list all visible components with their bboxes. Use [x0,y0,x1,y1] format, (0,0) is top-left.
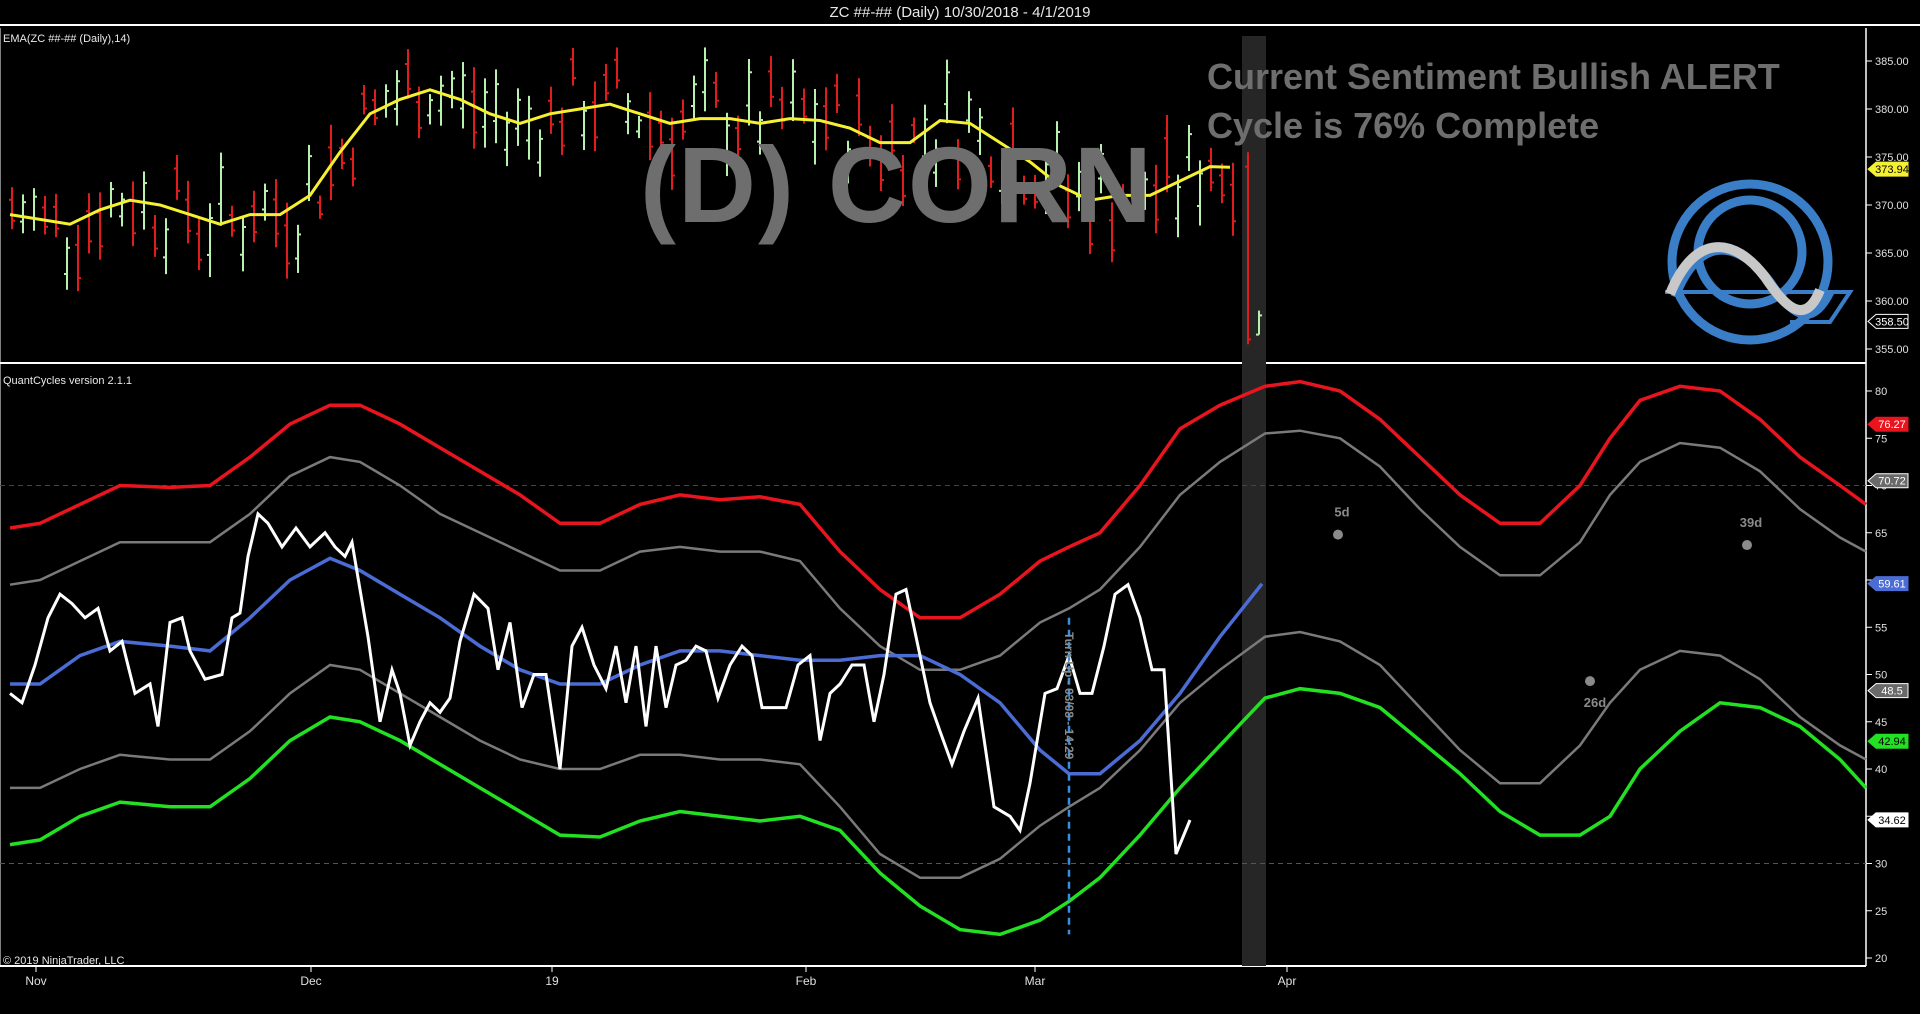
center-line [10,556,1264,776]
value-flag: 34.62 [1867,812,1909,828]
svg-text:30: 30 [1875,859,1887,871]
svg-text:360.00: 360.00 [1875,296,1909,308]
value-flag: 42.94 [1867,733,1909,749]
cycle-marker-label: 39d [1740,515,1762,530]
svg-text:19: 19 [545,974,559,988]
svg-text:358.50: 358.50 [1875,316,1909,328]
svg-text:Feb: Feb [796,974,817,988]
svg-text:65: 65 [1875,528,1887,540]
svg-text:34.62: 34.62 [1878,815,1906,827]
upper-band-line [9,379,1868,620]
cycle-markers: 5d 26d 39d [1333,505,1762,710]
svg-text:Apr: Apr [1278,974,1297,988]
svg-text:59.61: 59.61 [1878,579,1906,591]
lower-mid-band-line [10,630,1867,879]
oscillator-axis: 80757065605550454035302520 [1866,386,1887,965]
instrument-watermark: (D) CORN [640,124,1154,245]
svg-text:75: 75 [1875,433,1887,445]
value-flag: 76.27 [1867,416,1909,432]
svg-text:355.00: 355.00 [1875,344,1909,356]
date-axis: Nov Dec 19 Feb Mar Apr [25,966,1296,988]
value-flag: 358.50 [1867,313,1909,329]
turn-up-label: Turn Up - 03/08 - 14:29 [1062,632,1076,759]
cycle-marker-label: 5d [1334,505,1349,520]
sentiment-alert-text: Current Sentiment Bullish ALERT [1207,56,1780,97]
value-flag: 70.72 [1867,473,1909,489]
current-bar-highlight [1242,36,1266,966]
svg-text:370.00: 370.00 [1875,200,1909,212]
svg-text:385.00: 385.00 [1875,56,1909,68]
svg-text:80: 80 [1875,386,1887,398]
cycle-marker-label: 26d [1584,695,1606,710]
svg-text:50: 50 [1875,670,1887,682]
svg-text:25: 25 [1875,906,1887,918]
ema-line [9,88,1231,226]
copyright-notice: © 2019 NinjaTrader, LLC [3,955,125,967]
chart-title: ZC ##-## (Daily) 10/30/2018 - 4/1/2019 [0,0,1920,26]
oscillator-line [9,511,1192,855]
lower-band-line [9,686,1868,937]
ohlc-bars [9,47,1262,345]
svg-text:365.00: 365.00 [1875,248,1909,260]
quantcycles-logo-icon [1665,179,1854,345]
value-flag: 59.61 [1867,576,1909,592]
svg-text:70.72: 70.72 [1878,476,1906,488]
cycle-completion-text: Cycle is 76% Complete [1207,105,1600,146]
svg-text:Mar: Mar [1025,974,1046,988]
ema-indicator-label: EMA(ZC ##-## (Daily),14) [3,33,131,45]
value-flags: 373.94 358.50 76.27 70.72 59.61 48.5 42.94 34.6… [1867,161,1909,828]
svg-text:373.94: 373.94 [1875,164,1909,176]
svg-text:380.00: 380.00 [1875,104,1909,116]
svg-text:Dec: Dec [300,974,321,988]
svg-text:Nov: Nov [25,974,46,988]
quantcycles-indicator-label: QuantCycles version 2.1.1 [3,375,133,387]
svg-text:55: 55 [1875,622,1887,634]
value-flag: 48.5 [1867,683,1909,699]
svg-text:20: 20 [1875,953,1887,965]
price-axis: 385.00 380.00 375.00 370.00 365.00 360.00 355.… [1866,56,1909,356]
upper-mid-band-line [9,429,1867,672]
svg-text:375.00: 375.00 [1875,152,1909,164]
svg-text:76.27: 76.27 [1878,419,1906,431]
svg-text:40: 40 [1875,764,1887,776]
svg-text:42.94: 42.94 [1878,736,1906,748]
svg-text:48.5: 48.5 [1881,686,1902,698]
value-flag: 373.94 [1867,161,1909,177]
svg-text:45: 45 [1875,717,1887,729]
